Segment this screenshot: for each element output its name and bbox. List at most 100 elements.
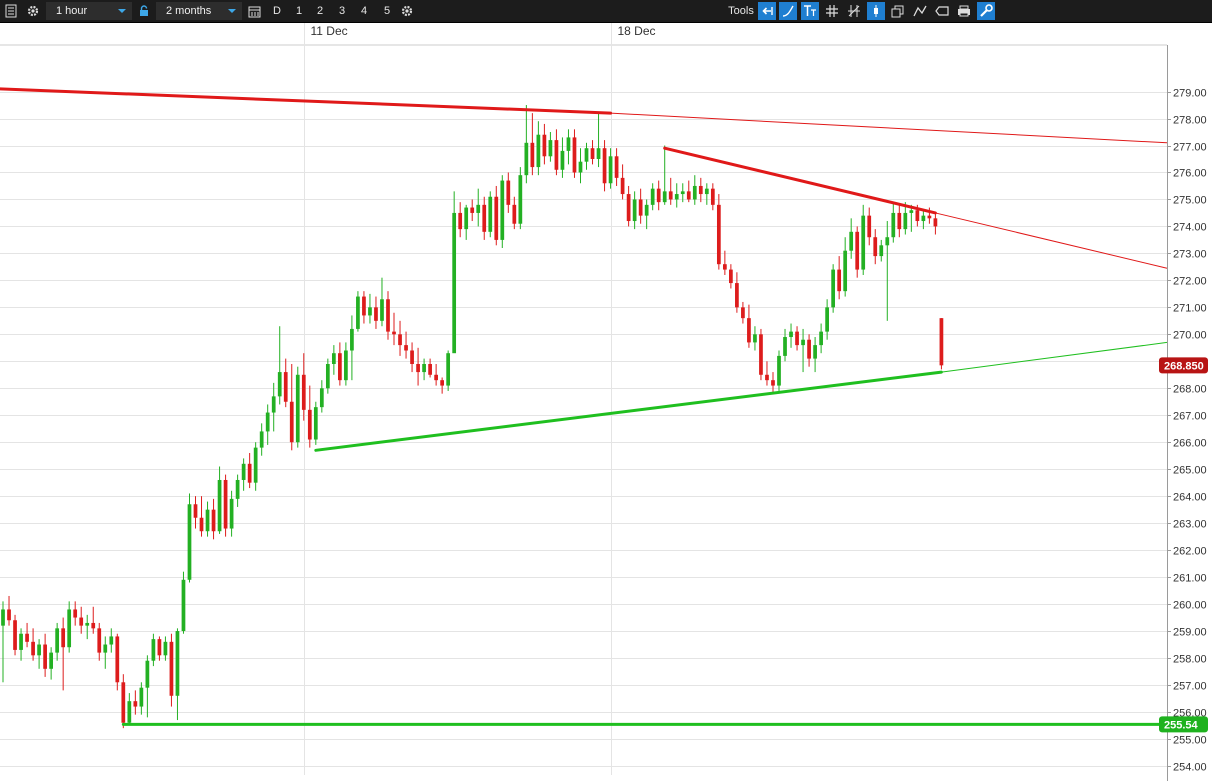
candle-body	[777, 355, 781, 386]
candle-body	[49, 652, 53, 669]
candle-up	[566, 129, 571, 165]
candle-body	[193, 504, 198, 518]
candle-up	[368, 293, 372, 324]
candle-body	[644, 204, 649, 216]
text-tool-icon[interactable]	[801, 2, 819, 20]
candle-up	[536, 121, 541, 176]
candle-up	[777, 350, 781, 391]
candle-up	[422, 358, 426, 381]
candle-icon[interactable]	[867, 2, 885, 20]
candle-up	[849, 218, 854, 259]
price-chart[interactable]: 11 Dec 18 Dec 254.00255.00256.00257.00258…	[0, 23, 1212, 781]
menu-icon[interactable]	[2, 2, 20, 20]
candle-body	[356, 296, 360, 329]
candle-body	[422, 363, 426, 373]
candle-down	[61, 617, 66, 691]
candle-body	[67, 609, 72, 648]
candle-body	[25, 633, 29, 642]
crosshair-icon[interactable]	[845, 2, 863, 20]
candle-body	[476, 204, 481, 213]
candle-body	[650, 188, 655, 205]
range-button-d[interactable]: D	[273, 5, 281, 17]
print-icon[interactable]	[955, 2, 973, 20]
candle-up	[235, 474, 240, 507]
candle-down	[289, 363, 294, 451]
candle-body	[638, 199, 643, 216]
candle-body	[837, 269, 842, 292]
tools-settings-icon[interactable]	[977, 2, 995, 20]
range-button-5[interactable]: 5	[383, 5, 391, 17]
candle-body	[271, 396, 276, 413]
candle-body	[500, 180, 505, 240]
curve-icon[interactable]	[779, 2, 797, 20]
candle-body	[103, 644, 108, 653]
price-tick-label: 273.00	[1173, 249, 1207, 261]
range-select[interactable]: 2 months	[156, 2, 242, 20]
range-button-2[interactable]: 2	[316, 5, 324, 17]
interval-select[interactable]: 1 hour	[46, 2, 132, 20]
candle-body	[512, 204, 517, 224]
candle-down	[199, 496, 204, 537]
candle-body	[43, 644, 47, 669]
candle-down	[747, 304, 751, 348]
price-tick-label: 276.00	[1173, 168, 1207, 180]
candle-body	[392, 331, 396, 335]
candle-up	[704, 183, 709, 205]
range-label: 2 months	[166, 5, 212, 17]
candle-down	[602, 140, 607, 192]
support-level-marker-box	[1159, 716, 1208, 733]
candle-up	[319, 380, 324, 413]
candle-down	[686, 180, 691, 203]
back-arrow-icon[interactable]	[758, 2, 776, 20]
candle-body	[590, 148, 595, 159]
candle-down	[193, 496, 198, 529]
range-button-4[interactable]: 4	[360, 5, 368, 17]
candle-body	[626, 194, 631, 222]
candle-body	[698, 185, 703, 195]
price-tick-label: 257.00	[1173, 681, 1207, 693]
candle-body	[85, 622, 90, 626]
label-icon[interactable]	[933, 2, 951, 20]
range-button-1[interactable]: 1	[295, 5, 303, 17]
candle-body	[686, 191, 691, 200]
candle-up	[632, 191, 637, 230]
trend-line-icon[interactable]	[911, 2, 929, 20]
candle-down	[620, 164, 625, 200]
price-tick-label: 275.00	[1173, 195, 1207, 207]
lock-icon[interactable]	[136, 2, 152, 20]
candle-body	[253, 447, 258, 483]
candle-up	[253, 442, 258, 491]
candle-body	[223, 479, 228, 529]
candle-down	[386, 291, 390, 340]
price-tick-label: 277.00	[1173, 142, 1207, 154]
tools-label: Tools	[728, 5, 754, 17]
candle-up	[843, 237, 848, 297]
candle-down	[494, 185, 499, 246]
price-tick-label: 254.00	[1173, 762, 1207, 774]
candle-down	[97, 622, 102, 661]
candle-down	[572, 129, 577, 178]
layers-icon[interactable]	[889, 2, 907, 20]
calendar-icon[interactable]	[245, 2, 263, 20]
range-button-3[interactable]: 3	[338, 5, 346, 17]
candle-body	[7, 609, 11, 621]
candle-down	[512, 196, 517, 230]
candle-body	[428, 363, 432, 375]
candle-down	[771, 372, 775, 394]
chart-settings-icon[interactable]	[398, 2, 416, 20]
grid-tool-icon[interactable]	[823, 2, 841, 20]
candle-body	[927, 215, 932, 219]
candle-body	[283, 372, 288, 402]
candle-body	[656, 188, 661, 203]
candle-body	[518, 175, 523, 224]
settings-icon[interactable]	[24, 2, 42, 20]
candle-down	[458, 202, 463, 238]
candle-body	[897, 212, 902, 230]
candle-body	[458, 212, 463, 230]
candle-body	[247, 463, 252, 483]
candle-body	[704, 188, 709, 195]
candle-body	[169, 641, 174, 696]
candle-down	[656, 180, 661, 211]
candle-down	[211, 498, 216, 540]
candle-up	[151, 633, 156, 667]
